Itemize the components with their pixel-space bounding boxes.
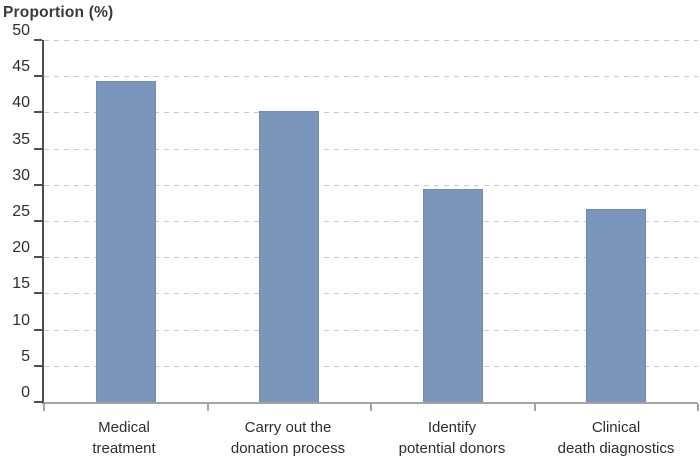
y-tick-label-40: 40 (12, 94, 30, 112)
x-category-label-medical-treatment: Medical treatment (42, 417, 206, 459)
x-category-label-line: Clinical (591, 419, 641, 436)
x-axis-tick-3 (533, 404, 536, 411)
x-axis-tick-4 (697, 404, 699, 411)
y-axis-tick-20 (34, 256, 42, 259)
y-tick-label-30: 30 (12, 166, 30, 184)
x-axis-tick-2 (370, 404, 372, 411)
y-tick-label-45: 45 (12, 58, 30, 76)
y-axis-tick-10 (34, 328, 42, 331)
y-axis-tick-50 (34, 39, 42, 41)
y-tick-label-50: 50 (12, 22, 30, 39)
y-axis-tick-15 (34, 292, 42, 295)
y-tick-label-0: 0 (21, 384, 30, 401)
x-category-label-line: donation process (230, 440, 346, 457)
y-tick-label-15: 15 (12, 275, 30, 293)
x-category-label-clinical-death-diagnostics: Clinical death diagnostics (534, 417, 698, 459)
y-axis-tick-40 (34, 111, 42, 114)
y-tick-label-35: 35 (12, 130, 30, 148)
x-axis-labels: Medical treatment Carry out the donation pr… (42, 417, 698, 459)
bar-medical-treatment (95, 81, 156, 402)
y-axis-tick-45 (34, 75, 42, 78)
x-category-label-carry-out-the-donation-process: Carry out the donation process (206, 417, 370, 459)
y-tick-label-25: 25 (12, 203, 30, 220)
x-category-label-line: Medical (98, 419, 150, 436)
x-category-label-line: Identify (427, 419, 477, 436)
x-category-label-line: potential donors (398, 440, 506, 457)
y-axis-title: Proportion (%) (3, 4, 114, 21)
y-axis-tick-5 (34, 364, 42, 367)
y-tick-label-5: 5 (21, 347, 30, 365)
bar-clinical-death-diagnostics (586, 208, 647, 402)
x-category-label-line: Carry out the (244, 419, 332, 436)
x-category-label-identify-potential-donors: Identify potential donors (370, 417, 534, 459)
x-axis-tick-1 (206, 404, 209, 411)
x-category-label-line: death diagnostics (557, 440, 675, 457)
y-axis-tick-25 (34, 220, 42, 222)
plot-area: 0 5 10 15 20 25 30 35 40 45 50 (12, 22, 699, 411)
bar-identify-potential-donors (422, 189, 483, 402)
gridline-50 (44, 40, 698, 41)
y-axis-tick-0 (34, 401, 42, 403)
gridline-45 (44, 76, 698, 78)
x-category-label-line: treatment (92, 440, 156, 457)
x-axis-tick-0 (43, 404, 45, 411)
y-axis-tick-35 (34, 147, 42, 150)
y-tick-label-10: 10 (12, 311, 30, 329)
y-axis-tick-30 (34, 183, 42, 186)
y-tick-label-20: 20 (12, 239, 30, 257)
bar-carry-out-the-donation-process (259, 110, 320, 402)
